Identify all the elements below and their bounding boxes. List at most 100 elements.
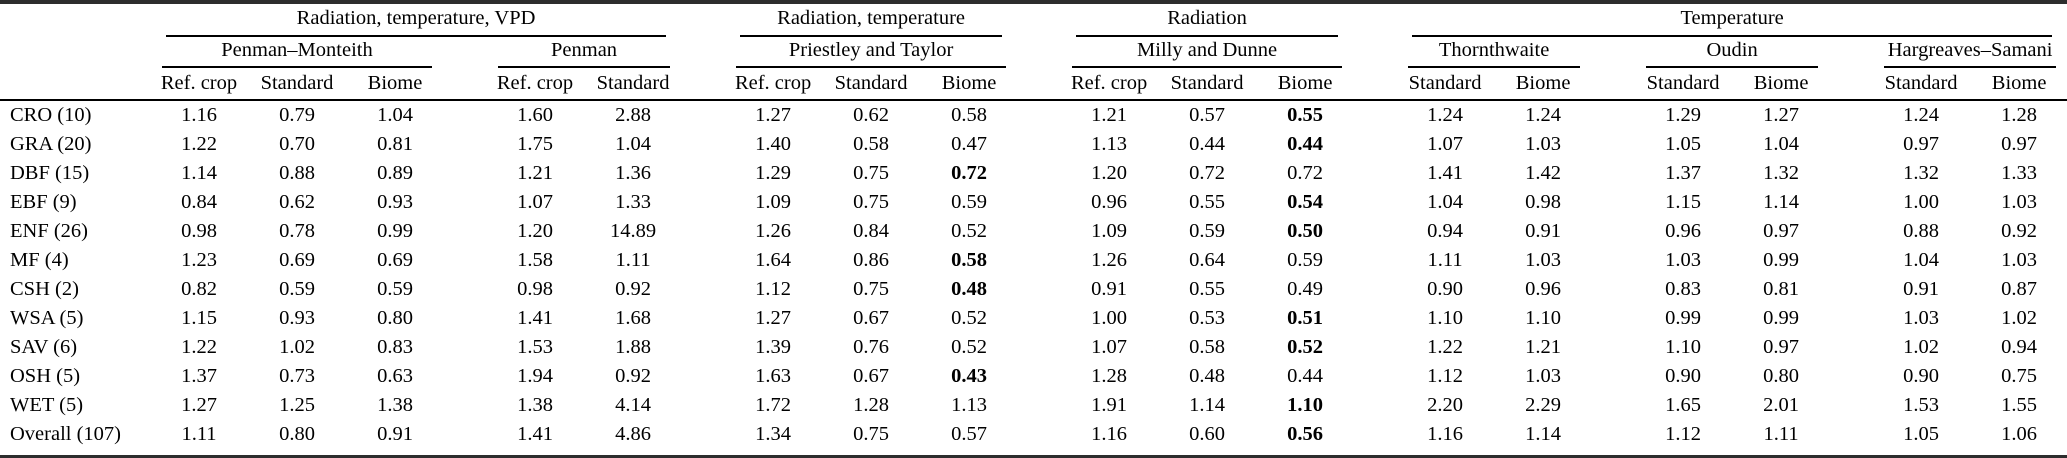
spacer-cell xyxy=(1018,275,1060,304)
value-cell: 1.11 xyxy=(181,423,217,445)
value-cell: 1.58 xyxy=(517,249,553,271)
value-cell: 1.27 xyxy=(181,394,217,416)
spacer-cell xyxy=(682,420,724,457)
table-row: CSH (2) 0.82 0.59 0.59 0.98 0.92 1.12 0.75 0.48 0… xyxy=(0,275,2067,304)
group-header: Radiation, temperature, VPD xyxy=(150,4,682,37)
spacer-cell xyxy=(1354,37,1396,68)
value-cell: 1.26 xyxy=(1091,249,1128,271)
value-cell: 0.92 xyxy=(2001,220,2038,242)
spacer-cell xyxy=(444,304,486,333)
value-cell: 1.03 xyxy=(1665,249,1702,271)
value-cell: 0.58 xyxy=(951,104,988,126)
value-cell: 0.70 xyxy=(279,133,315,155)
method-header-label: Penman–Monteith xyxy=(162,38,432,68)
value-cell: 1.68 xyxy=(615,307,651,329)
value-cell: 1.13 xyxy=(1091,133,1128,155)
value-cell: 2.29 xyxy=(1525,394,1562,416)
value-cell: 1.12 xyxy=(755,278,792,300)
value-cell: 0.99 xyxy=(1665,307,1702,329)
value-cell: 0.98 xyxy=(181,220,217,242)
spacer-cell xyxy=(1354,275,1396,304)
value-cell: 0.93 xyxy=(279,307,315,329)
spacer-cell xyxy=(444,391,486,420)
value-cell: 0.97 xyxy=(1763,336,1800,358)
value-cell: 1.07 xyxy=(517,191,553,213)
value-cell: 1.06 xyxy=(2001,423,2038,445)
spacer-cell xyxy=(444,333,486,362)
spacer-cell xyxy=(444,217,486,246)
value-cell: 0.98 xyxy=(517,278,553,300)
value-cell: 0.57 xyxy=(1189,104,1226,126)
table-row: MF (4) 1.23 0.69 0.69 1.58 1.11 1.64 0.86 0.58 1.… xyxy=(0,246,2067,275)
value-cell: 1.04 xyxy=(1903,249,1940,271)
spacer-cell xyxy=(1018,68,1061,101)
spacer-cell xyxy=(1354,130,1396,159)
value-cell: 1.14 xyxy=(181,162,217,184)
spacer-cell xyxy=(1592,37,1634,68)
value-cell: 1.03 xyxy=(1525,249,1562,271)
value-cell: 1.40 xyxy=(755,133,792,155)
value-cell: 1.27 xyxy=(1763,104,1800,126)
value-cell: 1.22 xyxy=(181,336,217,358)
value-cell: 0.91 xyxy=(377,423,413,445)
value-cell: 0.59 xyxy=(1189,220,1226,242)
value-cell: 1.36 xyxy=(615,162,651,184)
spacer-cell xyxy=(1592,391,1634,420)
value-cell: 0.99 xyxy=(377,220,413,242)
spacer-cell xyxy=(1830,391,1872,420)
spacer-cell xyxy=(682,362,724,391)
group-header-label: Temperature xyxy=(1412,5,2053,37)
col-header: Biome xyxy=(920,68,1019,101)
value-cell: 1.37 xyxy=(181,365,217,387)
spacer-cell xyxy=(1354,68,1397,101)
row-label: OSH (5) xyxy=(10,365,81,387)
value-cell: 0.55 xyxy=(1189,278,1226,300)
value-cell: 0.75 xyxy=(853,162,890,184)
value-cell: 1.53 xyxy=(1903,394,1940,416)
value-cell: 0.59 xyxy=(377,278,413,300)
value-cell: 1.15 xyxy=(1665,191,1702,213)
value-cell: 0.67 xyxy=(853,365,890,387)
value-cell: 0.78 xyxy=(279,220,315,242)
value-cell: 0.84 xyxy=(853,220,890,242)
value-cell: 1.03 xyxy=(1525,365,1562,387)
spacer-cell xyxy=(1018,37,1060,68)
value-cell: 1.14 xyxy=(1763,191,1800,213)
value-cell: 0.83 xyxy=(377,336,413,358)
col-header: Ref. crop xyxy=(724,68,823,101)
value-cell: 0.82 xyxy=(181,278,217,300)
value-cell: 0.62 xyxy=(853,104,890,126)
value-cell: 0.91 xyxy=(1091,278,1128,300)
value-cell: 1.23 xyxy=(181,249,217,271)
row-label: CSH (2) xyxy=(10,278,79,300)
value-cell: 0.98 xyxy=(1525,191,1562,213)
value-cell: 0.63 xyxy=(377,365,413,387)
spacer-cell xyxy=(1018,4,1060,37)
value-cell: 1.14 xyxy=(1525,423,1562,445)
value-cell: 0.52 xyxy=(1287,336,1324,358)
method-header: Oudin xyxy=(1634,37,1830,68)
col-header: Ref. crop xyxy=(150,68,248,101)
value-cell: 1.15 xyxy=(181,307,217,329)
value-cell: 1.02 xyxy=(279,336,315,358)
value-cell: 1.10 xyxy=(1427,307,1464,329)
value-cell: 1.38 xyxy=(517,394,553,416)
value-cell: 1.32 xyxy=(1763,162,1800,184)
value-cell: 1.25 xyxy=(279,394,315,416)
col-header: Ref. crop xyxy=(486,68,584,101)
value-cell: 0.89 xyxy=(377,162,413,184)
value-cell: 1.29 xyxy=(755,162,792,184)
value-cell: 1.28 xyxy=(853,394,890,416)
spacer-cell xyxy=(682,246,724,275)
spacer-cell xyxy=(682,304,724,333)
spacer-cell xyxy=(1018,246,1060,275)
row-label: WSA (5) xyxy=(10,307,84,329)
table-row: GRA (20) 1.22 0.70 0.81 1.75 1.04 1.40 0.58 0.47… xyxy=(0,130,2067,159)
value-cell: 1.07 xyxy=(1091,336,1128,358)
table-top-rule xyxy=(0,0,2067,4)
value-cell: 1.42 xyxy=(1525,162,1562,184)
value-cell: 4.86 xyxy=(615,423,651,445)
value-cell: 1.09 xyxy=(1091,220,1128,242)
value-cell: 0.94 xyxy=(1427,220,1464,242)
